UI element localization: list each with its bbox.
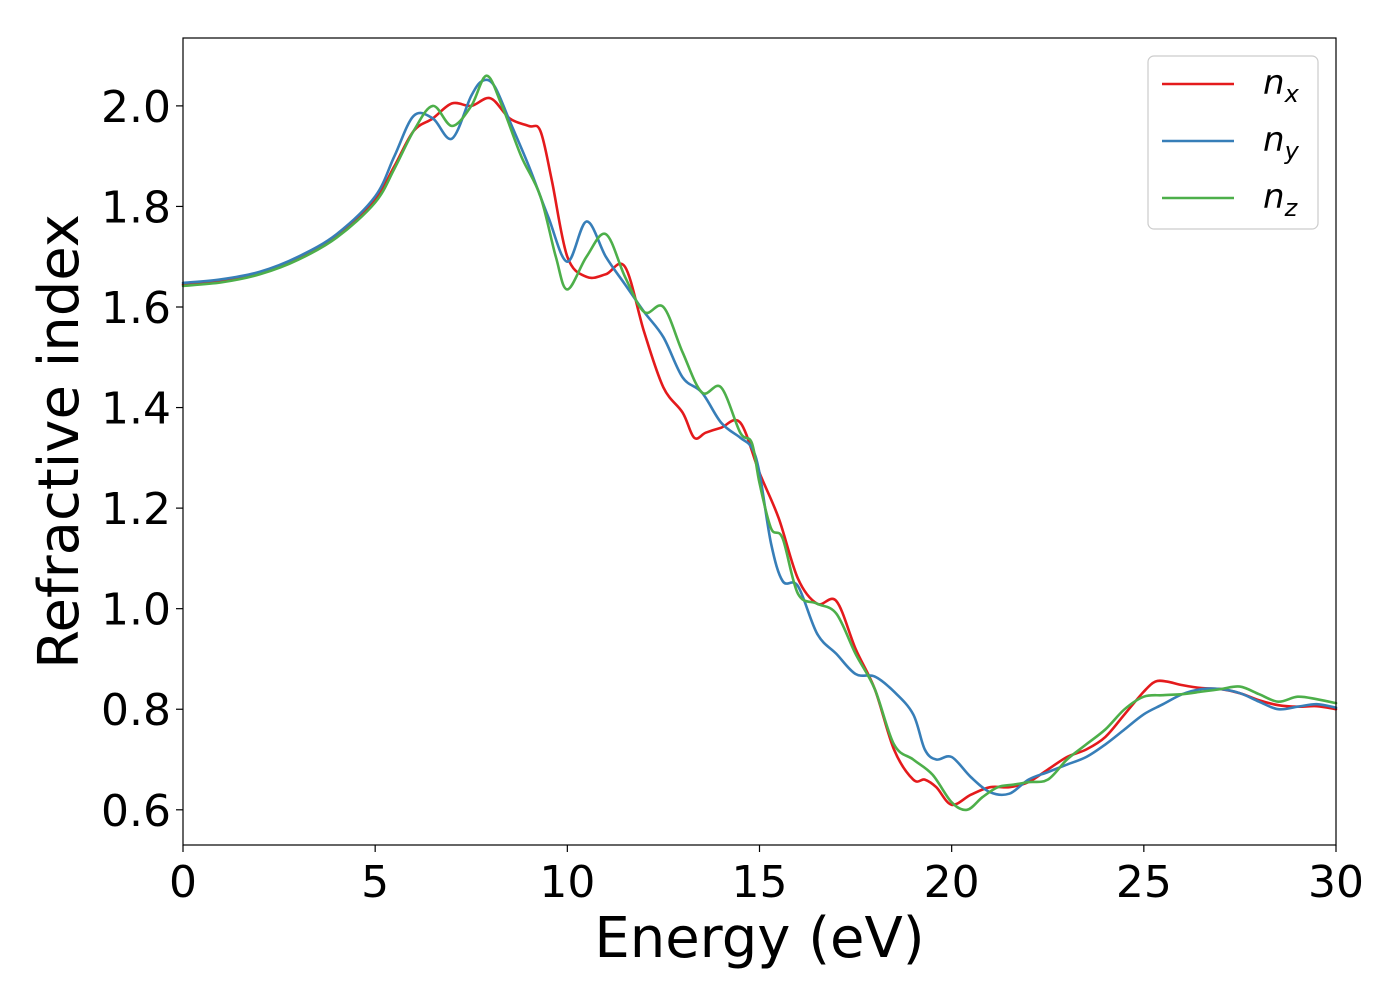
x-tick-label: 20: [924, 857, 980, 908]
legend-label-main: n: [1263, 63, 1285, 103]
legend-label-main: n: [1263, 177, 1285, 217]
series-layer: [181, 74, 1338, 812]
x-tick-label: 15: [732, 857, 788, 908]
legend-entry-nz: nz: [1263, 177, 1299, 222]
y-tick-label: 2.0: [101, 82, 171, 133]
series-line-ny: [181, 78, 1338, 797]
x-tick-label: 5: [361, 857, 389, 908]
legend-entry-nx: nx: [1263, 63, 1300, 108]
x-tick-label: 25: [1116, 857, 1172, 908]
legend-label-subscript: z: [1284, 194, 1299, 222]
y-tick-label: 1.0: [101, 585, 171, 636]
legend-box: [1147, 55, 1319, 230]
y-tick-label: 1.6: [101, 283, 171, 334]
y-axis-title: Refractive index: [27, 214, 92, 669]
y-tick-label: 0.8: [101, 685, 171, 736]
x-axis-title: Energy (eV): [594, 906, 924, 971]
legend-entry-ny: ny: [1263, 120, 1300, 165]
y-axis-ticks: 0.6 0.8 1.0 1.2 1.4 1.6 1.8 2.0: [101, 82, 183, 837]
x-tick-label: 30: [1308, 857, 1364, 908]
series-line-nz: [181, 74, 1338, 812]
y-tick-label: 1.2: [101, 484, 171, 535]
x-tick-label: 0: [169, 857, 197, 908]
legend-label-subscript: y: [1284, 137, 1300, 165]
legend-label-subscript: x: [1284, 80, 1300, 108]
x-axis-ticks: 0 5 10 15 20 25 30: [169, 845, 1364, 908]
x-tick-label: 10: [539, 857, 595, 908]
y-tick-label: 1.8: [101, 182, 171, 233]
y-tick-label: 0.6: [101, 786, 171, 837]
legend-label-main: n: [1263, 120, 1285, 160]
y-tick-label: 1.4: [101, 384, 171, 435]
